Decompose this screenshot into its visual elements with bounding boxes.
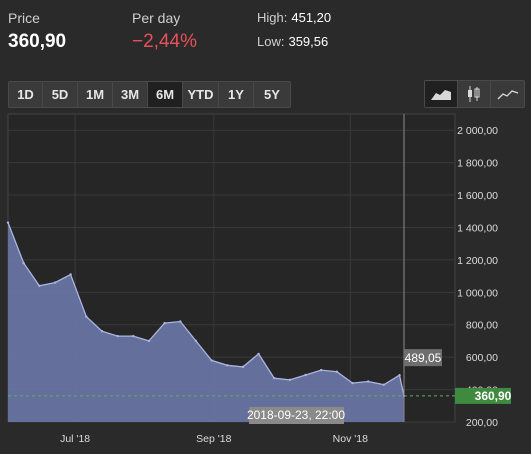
- data-point: [241, 365, 245, 369]
- x-tick-label: Jul '18: [60, 433, 90, 445]
- data-point: [194, 339, 198, 343]
- data-point: [85, 315, 88, 318]
- change-label: Per day: [132, 10, 181, 26]
- y-tick-label: 1 400,00: [457, 222, 498, 234]
- data-point: [210, 359, 213, 362]
- y-tick-label: 800,00: [466, 320, 498, 332]
- data-point: [226, 364, 229, 367]
- high-label: High:: [257, 10, 288, 25]
- data-point: [367, 380, 370, 383]
- data-point: [163, 321, 166, 325]
- data-point: [147, 339, 151, 343]
- data-point: [100, 330, 104, 333]
- range-button-ytd[interactable]: YTD: [183, 82, 219, 107]
- range-button-1d[interactable]: 1D: [9, 82, 43, 107]
- range-button-1m[interactable]: 1M: [78, 82, 113, 107]
- data-point: [257, 352, 260, 356]
- low-row: Low: 359,56: [257, 34, 328, 49]
- price-value: 360,90: [8, 31, 67, 52]
- data-point: [304, 373, 307, 377]
- data-point: [53, 281, 57, 284]
- hover-date-box: [249, 407, 344, 424]
- range-selector: 1D 5D 1M 3M 6M YTD 1Y 5Y: [8, 81, 291, 108]
- y-tick-label: 2 000,00: [457, 125, 498, 137]
- y-tick-label: 1 800,00: [457, 158, 498, 170]
- y-tick-label: 1 000,00: [457, 287, 498, 299]
- data-point: [288, 378, 292, 382]
- candlestick-button[interactable]: [458, 81, 491, 107]
- data-point: [116, 334, 119, 338]
- y-tick-label: 600,00: [466, 352, 498, 364]
- data-point: [398, 373, 401, 377]
- high-value: 451,20: [291, 10, 332, 25]
- data-point: [69, 273, 72, 276]
- change-value: −2,44%: [132, 31, 197, 52]
- chart-type-selector: [424, 80, 525, 108]
- range-button-5d[interactable]: 5D: [43, 82, 78, 107]
- y-tick-label: 1 200,00: [457, 255, 498, 267]
- price-label: Price: [8, 10, 40, 26]
- area-chart-button[interactable]: [425, 81, 458, 107]
- x-tick-label: Nov '18: [333, 433, 368, 445]
- line-chart-icon: [497, 90, 518, 100]
- y-tick-label: 1 600,00: [457, 190, 498, 202]
- x-tick-label: Sep '18: [196, 433, 231, 445]
- candlestick-icon: [468, 86, 480, 102]
- data-point: [382, 383, 386, 386]
- data-point: [320, 368, 323, 372]
- low-label: Low:: [257, 34, 285, 49]
- hover-value-label: 489,05: [405, 351, 442, 365]
- low-value: 359,56: [288, 34, 329, 49]
- data-point: [273, 377, 276, 380]
- line-chart-button[interactable]: [491, 81, 524, 107]
- area-chart-icon: [431, 90, 451, 100]
- price-area: [8, 222, 404, 422]
- high-row: High: 451,20: [257, 10, 331, 25]
- data-point: [132, 334, 135, 338]
- range-button-5y[interactable]: 5Y: [264, 87, 280, 102]
- y-tick-label: 200,00: [466, 417, 498, 429]
- data-point: [6, 221, 10, 224]
- range-button-1y[interactable]: 1Y: [219, 82, 254, 107]
- range-button-3m[interactable]: 3M: [113, 82, 148, 107]
- hover-value-box: [404, 349, 442, 367]
- hover-date-label: 2018-09-23, 22:00: [247, 408, 345, 422]
- current-price-label: 360,90: [475, 389, 512, 403]
- data-point: [335, 370, 339, 373]
- data-point: [38, 284, 41, 288]
- range-button-6m[interactable]: 6M: [148, 82, 183, 107]
- data-point: [179, 320, 182, 323]
- current-price-badge: [455, 387, 511, 404]
- data-point: [351, 381, 354, 385]
- data-point: [22, 261, 25, 265]
